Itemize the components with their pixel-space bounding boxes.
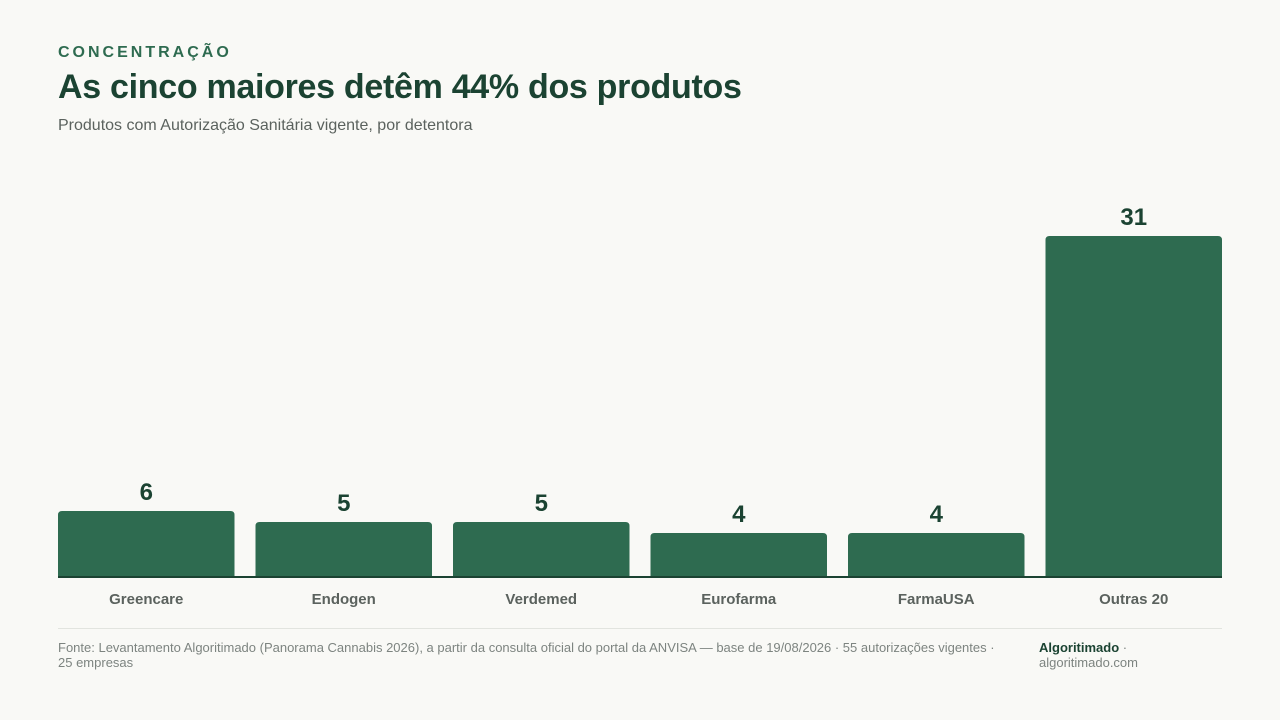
bar-outras-20 <box>1045 236 1222 577</box>
category-label-verdemed: Verdemed <box>505 591 577 608</box>
bar-farmausa <box>848 533 1025 577</box>
source-note: Fonte: Levantamento Algoritimado (Panora… <box>58 640 995 670</box>
chart-subtitle: Produtos com Autorização Sanitária vigen… <box>58 117 473 134</box>
value-label-eurofarma: 4 <box>732 501 746 528</box>
bar-verdemed <box>453 522 630 577</box>
value-label-greencare: 6 <box>140 479 153 506</box>
value-label-verdemed: 5 <box>535 490 548 517</box>
brand-credit: Algoritimado · algoritimado.com <box>1039 640 1239 670</box>
value-label-farmausa: 4 <box>930 501 944 528</box>
category-label-greencare: Greencare <box>109 591 183 608</box>
chart-kicker: CONCENTRAÇÃO <box>58 44 232 61</box>
category-label-endogen: Endogen <box>312 591 376 608</box>
bar-eurofarma <box>650 533 827 577</box>
brand-name: Algoritimado <box>1039 640 1120 655</box>
value-label-outras-20: 31 <box>1120 204 1147 231</box>
brand-url: algoritimado.com <box>1039 655 1138 670</box>
bar-endogen <box>255 522 432 577</box>
category-label-eurofarma: Eurofarma <box>701 591 777 608</box>
footer-divider <box>58 628 1222 629</box>
value-label-endogen: 5 <box>337 490 350 517</box>
chart-title: As cinco maiores detêm 44% dos produtos <box>58 68 742 106</box>
category-label-outras-20: Outras 20 <box>1099 591 1168 608</box>
brand-separator: · <box>1119 640 1128 655</box>
category-label-farmausa: FarmaUSA <box>898 591 975 608</box>
bar-greencare <box>58 511 235 577</box>
